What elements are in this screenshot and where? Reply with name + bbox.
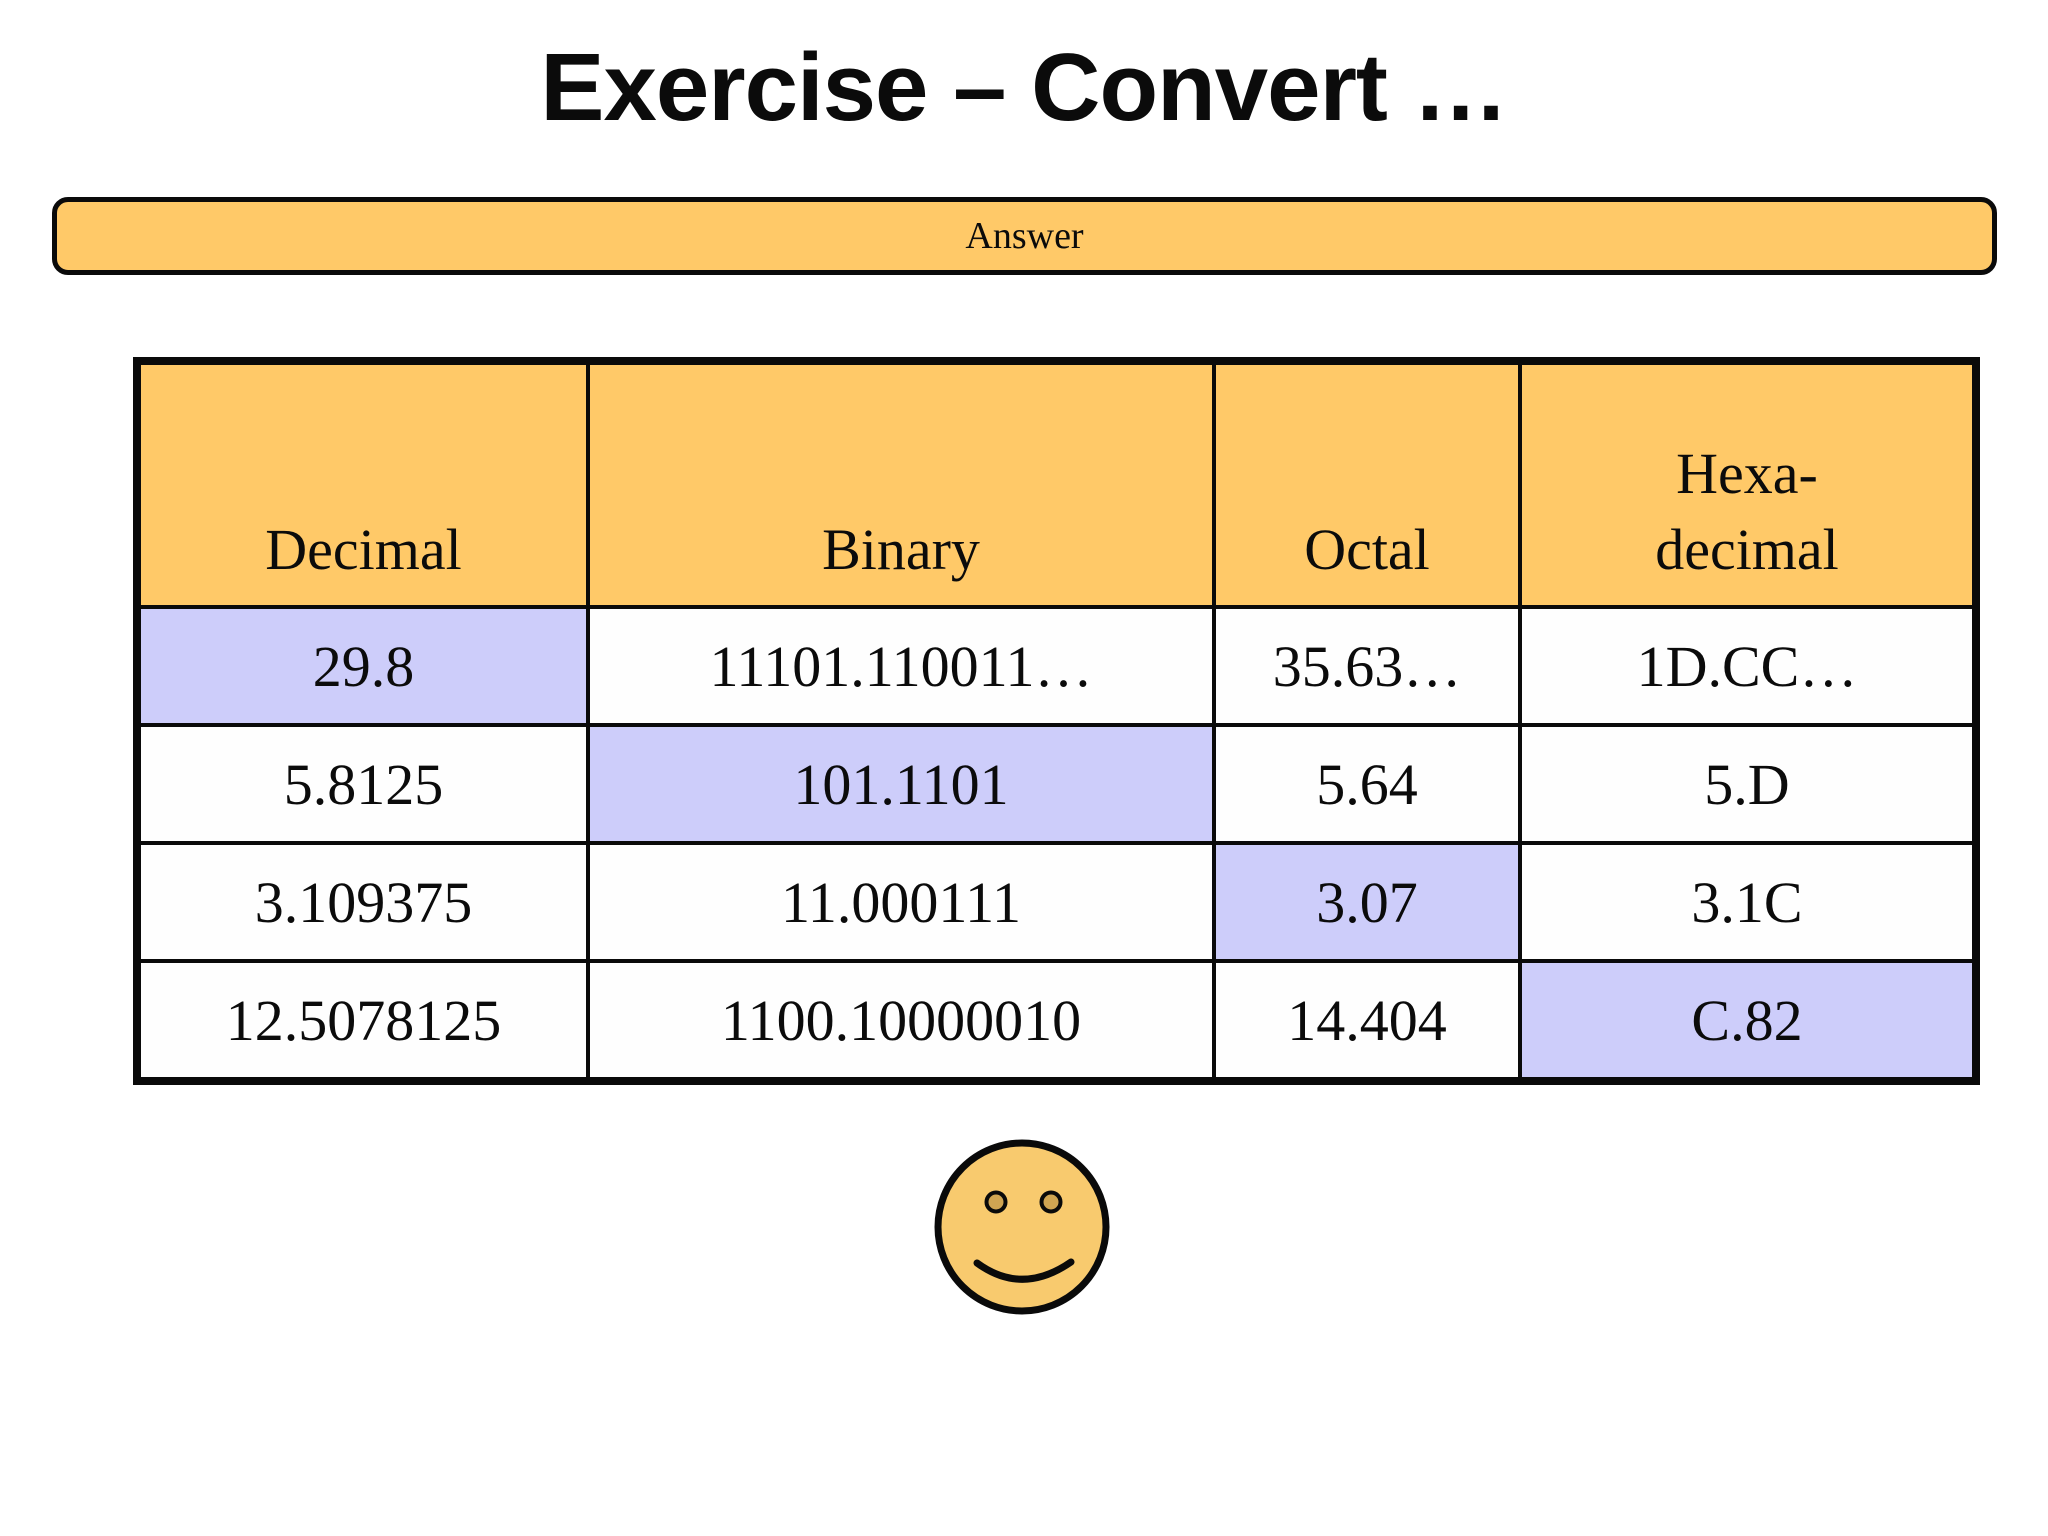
table-header-row: Decimal Binary Octal Hexa- decimal xyxy=(135,359,1978,609)
table-cell-binary: 1100.10000010 xyxy=(586,959,1216,1083)
table-cell-hexadecimal: C.82 xyxy=(1518,959,1978,1083)
table-cell-decimal: 29.8 xyxy=(135,605,590,727)
table-cell-decimal: 5.8125 xyxy=(135,723,590,845)
table-cell-hexadecimal: 1D.CC… xyxy=(1518,605,1978,727)
answer-banner[interactable]: Answer xyxy=(52,197,1997,275)
table-cell-hexadecimal: 3.1C xyxy=(1518,841,1978,963)
table-cell-binary: 11101.110011… xyxy=(586,605,1216,727)
table-row: 5.8125 101.1101 5.64 5.D xyxy=(135,723,1978,845)
smiley-face-icon xyxy=(934,1139,1110,1315)
table-row: 29.8 11101.110011… 35.63… 1D.CC… xyxy=(135,605,1978,727)
table-row: 3.109375 11.000111 3.07 3.1C xyxy=(135,841,1978,963)
header-cell-binary: Binary xyxy=(586,359,1216,609)
conversion-table: Decimal Binary Octal Hexa- decimal 29.8 … xyxy=(133,357,1980,1085)
table-cell-octal: 14.404 xyxy=(1212,959,1522,1083)
table-row: 12.5078125 1100.10000010 14.404 C.82 xyxy=(135,959,1978,1083)
table-cell-binary: 11.000111 xyxy=(586,841,1216,963)
table-cell-octal: 5.64 xyxy=(1212,723,1522,845)
header-cell-hexadecimal: Hexa- decimal xyxy=(1518,359,1978,609)
table-cell-octal: 35.63… xyxy=(1212,605,1522,727)
table-cell-decimal: 12.5078125 xyxy=(135,959,590,1083)
table-cell-octal: 3.07 xyxy=(1212,841,1522,963)
header-cell-octal: Octal xyxy=(1212,359,1522,609)
table-cell-decimal: 3.109375 xyxy=(135,841,590,963)
page-title: Exercise – Convert … xyxy=(540,34,1508,141)
table-cell-hexadecimal: 5.D xyxy=(1518,723,1978,845)
answer-banner-label: Answer xyxy=(965,215,1084,257)
table-cell-binary: 101.1101 xyxy=(586,723,1216,845)
header-cell-decimal: Decimal xyxy=(135,359,590,609)
